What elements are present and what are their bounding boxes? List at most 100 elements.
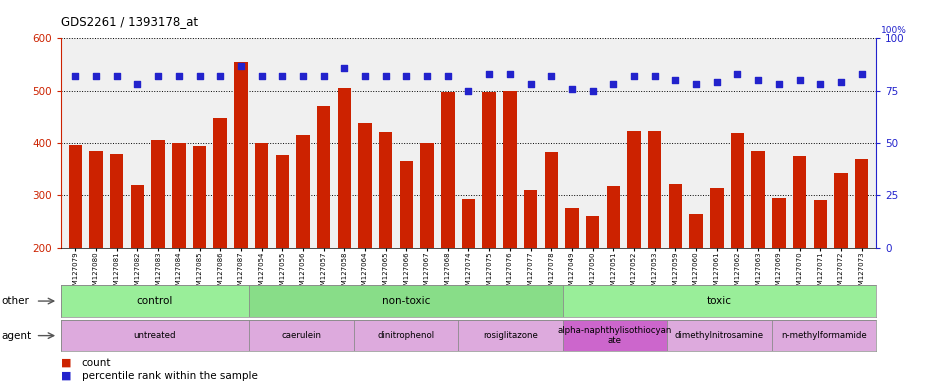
Text: untreated: untreated <box>134 331 176 340</box>
Point <box>481 71 496 77</box>
Bar <box>358 123 372 353</box>
Bar <box>296 135 310 353</box>
Point <box>254 73 269 79</box>
Point <box>750 77 765 83</box>
Point <box>502 71 517 77</box>
Bar <box>89 151 103 353</box>
Text: caerulein: caerulein <box>281 331 321 340</box>
Bar <box>689 214 702 353</box>
Point <box>606 81 621 88</box>
Bar <box>61 320 249 351</box>
Bar <box>562 320 666 351</box>
Text: GDS2261 / 1393178_at: GDS2261 / 1393178_at <box>61 15 197 28</box>
Bar <box>523 190 536 353</box>
Text: toxic: toxic <box>706 296 731 306</box>
Bar <box>441 92 454 353</box>
Point <box>295 73 310 79</box>
Point <box>440 73 455 79</box>
Bar <box>316 106 330 353</box>
Point <box>647 73 662 79</box>
Bar <box>61 285 249 317</box>
Point <box>688 81 703 88</box>
Bar <box>709 187 723 353</box>
Text: 100%: 100% <box>880 26 906 35</box>
Bar <box>503 91 516 353</box>
Point <box>667 77 682 83</box>
Bar <box>131 185 144 353</box>
Point <box>543 73 558 79</box>
Bar <box>564 209 578 353</box>
Point <box>729 71 744 77</box>
Bar <box>606 187 620 353</box>
Point <box>812 81 826 88</box>
Point <box>192 73 207 79</box>
Bar <box>353 320 458 351</box>
Point <box>151 73 166 79</box>
Text: n-methylformamide: n-methylformamide <box>780 331 866 340</box>
Bar <box>234 62 247 353</box>
Bar <box>482 92 495 353</box>
Text: count: count <box>81 358 110 368</box>
Point <box>378 73 393 79</box>
Bar <box>275 154 288 353</box>
Bar <box>213 118 227 353</box>
Text: ■: ■ <box>61 371 71 381</box>
Point <box>315 73 330 79</box>
Bar <box>249 285 562 317</box>
Point <box>461 88 475 94</box>
Bar <box>172 143 185 353</box>
Text: dinitrophenol: dinitrophenol <box>377 331 434 340</box>
Point <box>563 86 578 92</box>
Point <box>171 73 186 79</box>
Point <box>212 73 227 79</box>
Point <box>522 81 537 88</box>
Point <box>832 79 847 85</box>
Point <box>89 73 104 79</box>
Text: control: control <box>137 296 173 306</box>
Bar <box>812 200 826 353</box>
Bar <box>648 131 661 353</box>
Bar <box>400 161 413 353</box>
Point <box>626 73 641 79</box>
Point <box>419 73 434 79</box>
Bar <box>544 152 558 353</box>
Bar <box>751 151 764 353</box>
Bar <box>68 145 82 353</box>
Point <box>67 73 82 79</box>
Text: non-toxic: non-toxic <box>381 296 430 306</box>
Bar <box>792 156 805 353</box>
Point <box>358 73 373 79</box>
Bar <box>585 216 599 353</box>
Bar <box>193 146 206 353</box>
Point <box>274 73 289 79</box>
Bar <box>378 132 392 353</box>
Text: percentile rank within the sample: percentile rank within the sample <box>81 371 257 381</box>
Text: other: other <box>1 296 29 306</box>
Point <box>233 63 248 69</box>
Bar <box>461 199 475 353</box>
Bar <box>770 320 875 351</box>
Bar <box>771 198 784 353</box>
Point <box>337 65 352 71</box>
Point <box>770 81 785 88</box>
Bar <box>110 154 124 353</box>
Bar <box>458 320 562 351</box>
Text: ■: ■ <box>61 358 71 368</box>
Bar <box>626 131 640 353</box>
Text: alpha-naphthylisothiocyan
ate: alpha-naphthylisothiocyan ate <box>557 326 671 345</box>
Bar <box>420 143 433 353</box>
Bar <box>730 132 743 353</box>
Bar <box>668 184 681 353</box>
Text: agent: agent <box>1 331 31 341</box>
Bar <box>255 143 268 353</box>
Point <box>709 79 724 85</box>
Bar <box>854 159 868 353</box>
Text: dimethylnitrosamine: dimethylnitrosamine <box>674 331 763 340</box>
Point <box>791 77 806 83</box>
Text: rosiglitazone: rosiglitazone <box>482 331 537 340</box>
Bar <box>562 285 875 317</box>
Point <box>584 88 599 94</box>
Point <box>110 73 124 79</box>
Bar <box>833 174 847 353</box>
Bar <box>152 141 165 353</box>
